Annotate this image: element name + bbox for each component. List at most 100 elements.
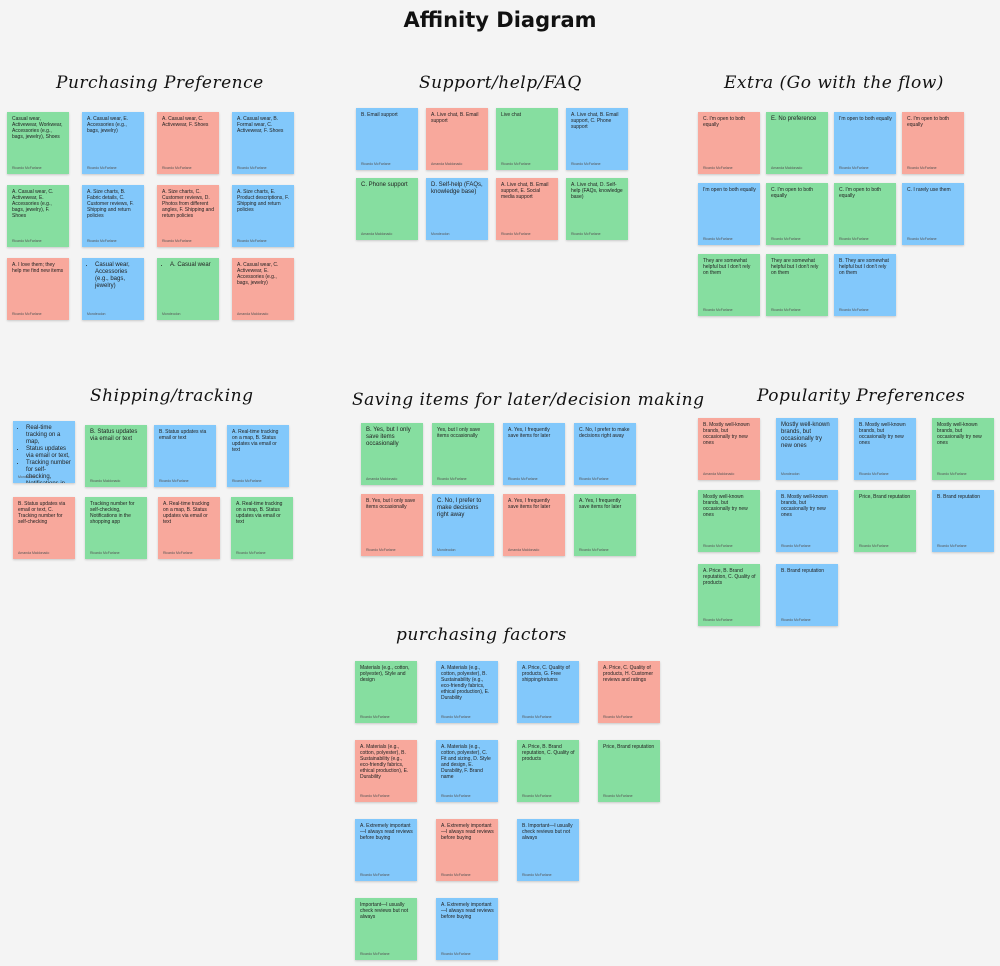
sticky-note[interactable]: A. Real-time tracking on a map, B. Statu… — [231, 497, 293, 559]
note-text: A. Live chat, D. Self-help (FAQs, knowle… — [571, 182, 623, 200]
sticky-note[interactable]: Mostly well-known brands, but occasional… — [932, 418, 994, 480]
note-text: C. I rarely use them — [907, 187, 951, 193]
sticky-note[interactable]: A. Extremely important—I always read rev… — [436, 898, 498, 960]
note-author: Amanda Maldonado — [508, 548, 540, 552]
sticky-note[interactable]: A. Real-time tracking on a map, B. Statu… — [158, 497, 220, 559]
sticky-note[interactable]: B. Yes, but I only save items occasional… — [361, 423, 423, 485]
note-author: Ricardo McFarlane — [87, 239, 117, 243]
note-text: A. Materials (e.g., cotton, polyester), … — [441, 665, 490, 701]
note-author: Ricardo McFarlane — [236, 551, 266, 555]
note-author: Ricardo McFarlane — [232, 479, 262, 483]
note-author: Mondeodon — [431, 232, 450, 236]
note-text: A. Yes, I frequently save items for late… — [508, 498, 551, 510]
note-text: A. Size charts, C. Customer reviews, D. … — [162, 189, 214, 219]
note-bullet-list: A. Casual wear — [162, 262, 215, 269]
sticky-note[interactable]: A. Size charts, E. Product descriptions,… — [232, 185, 294, 247]
sticky-note[interactable]: B. Status updates via email or text Ricar… — [154, 425, 216, 487]
sticky-note[interactable]: Live chat Ricardo McFarlane — [496, 108, 558, 170]
sticky-note[interactable]: B. Status updates via email or text, C. … — [13, 497, 75, 559]
note-author: Mondeodon — [18, 475, 37, 479]
sticky-note[interactable]: B. Brand reputation Ricardo McFarlane — [932, 490, 994, 552]
note-text: A. I love them; they help me find new it… — [12, 262, 64, 274]
sticky-note[interactable]: A. Yes, I frequently save items for late… — [503, 423, 565, 485]
sticky-note[interactable]: Casual wear, Accessories (e.g., bags, je… — [82, 258, 144, 320]
sticky-note[interactable]: A. Materials (e.g., cotton, polyester), … — [355, 740, 417, 802]
sticky-note[interactable]: They are somewhat helpful but I don't re… — [698, 254, 760, 316]
sticky-note[interactable]: Tracking number for self-checking, Notif… — [85, 497, 147, 559]
sticky-note[interactable]: A. Live chat, D. Self-help (FAQs, knowle… — [566, 178, 628, 240]
sticky-note[interactable]: Mostly well-known brands, but occasional… — [776, 418, 838, 480]
note-text: A. Live chat, B. Email support, E. Socia… — [501, 182, 549, 200]
sticky-note[interactable]: Casual wear, Activewear, Workwear, Acces… — [7, 112, 69, 174]
sticky-note[interactable]: They are somewhat helpful but I don't re… — [766, 254, 828, 316]
sticky-note[interactable]: B. Mostly well-known brands, but occasio… — [854, 418, 916, 480]
sticky-note[interactable]: B. They are somewhat helpful but I don't… — [834, 254, 896, 316]
sticky-note[interactable]: Real-time tracking on a map,Status updat… — [13, 421, 75, 483]
sticky-note[interactable]: B. Mostly well-known brands, but occasio… — [776, 490, 838, 552]
sticky-note[interactable]: A. Price, C. Quality of products, H. Cus… — [598, 661, 660, 723]
sticky-note[interactable]: A. Casual wear, E. Accessories (e.g., ba… — [82, 112, 144, 174]
sticky-note[interactable]: B. Brand reputation Ricardo McFarlane — [776, 564, 838, 626]
sticky-note[interactable]: Price, Brand reputation Ricardo McFarlane — [854, 490, 916, 552]
sticky-note[interactable]: Important—I usually check reviews but no… — [355, 898, 417, 960]
note-author: Amanda Maldonado — [431, 162, 463, 166]
sticky-note[interactable]: C. I rarely use them Ricardo McFarlane — [902, 183, 964, 245]
sticky-note[interactable]: C. I'm open to both equally Ricardo McFar… — [902, 112, 964, 174]
sticky-note[interactable]: C. No, I prefer to make decisions right … — [432, 494, 494, 556]
sticky-note[interactable]: B. Email support Ricardo McFarlane — [356, 108, 418, 170]
sticky-note[interactable]: A. Price, B. Brand reputation, C. Qualit… — [698, 564, 760, 626]
note-text: A. Extremely important—I always read rev… — [441, 902, 494, 920]
sticky-note[interactable]: A. Yes, I frequently save items for late… — [574, 494, 636, 556]
sticky-note[interactable]: C. I'm open to both equally Ricardo McFar… — [766, 183, 828, 245]
sticky-note[interactable]: B. Mostly well-known brands, but occasio… — [698, 418, 760, 480]
sticky-note[interactable]: B. Yes, but I only save items occasional… — [361, 494, 423, 556]
note-author: Ricardo McFarlane — [360, 715, 390, 719]
sticky-note[interactable]: Yes, but I only save items occasionally R… — [432, 423, 494, 485]
sticky-note[interactable]: A. Casual wear, B. Formal wear, C. Activ… — [232, 112, 294, 174]
note-text: A. Size charts, E. Product descriptions,… — [237, 189, 289, 213]
sticky-note[interactable]: Materials (e.g., cotton, polyester), Sty… — [355, 661, 417, 723]
sticky-note[interactable]: A. Casual wear, C. Activewear, E. Access… — [7, 185, 69, 247]
sticky-note[interactable]: D. Self-help (FAQs, knowledge base) Monde… — [426, 178, 488, 240]
sticky-note[interactable]: A. Casual wear, C. Activewear, E. Access… — [232, 258, 294, 320]
sticky-note[interactable]: C. I'm open to both equally Ricardo McFar… — [834, 183, 896, 245]
sticky-note[interactable]: B. Status updates via email or text Ricar… — [85, 425, 147, 487]
sticky-note[interactable]: A. Size charts, B. Fabric details, C. Cu… — [82, 185, 144, 247]
sticky-note[interactable]: A. Extremely important—I always read rev… — [436, 819, 498, 881]
note-text: A. Casual wear, E. Accessories (e.g., ba… — [87, 116, 129, 134]
sticky-note[interactable]: A. Yes, I frequently save items for late… — [503, 494, 565, 556]
sticky-note[interactable]: I'm open to both equally Ricardo McFarlan… — [698, 183, 760, 245]
note-text: A. Live chat, B. Email support — [431, 112, 479, 124]
sticky-note[interactable]: A. Casual wear, C. Activewear, F. Shoes R… — [157, 112, 219, 174]
note-author: Ricardo McFarlane — [522, 794, 552, 798]
sticky-note[interactable]: A. Extremely important—I always read rev… — [355, 819, 417, 881]
sticky-note[interactable]: B. Important—I usually check reviews but… — [517, 819, 579, 881]
sticky-note[interactable]: Mostly well-known brands, but occasional… — [698, 490, 760, 552]
sticky-note[interactable]: A. Live chat, B. Email support, E. Socia… — [496, 178, 558, 240]
sticky-note[interactable]: A. Real-time tracking on a map, B. Statu… — [227, 425, 289, 487]
note-text: I'm open to both equally — [839, 116, 892, 122]
sticky-note[interactable]: C. No, I prefer to make decisions right … — [574, 423, 636, 485]
note-author: Amanda Maldonado — [366, 477, 398, 481]
note-text: Live chat — [501, 112, 522, 118]
sticky-note[interactable]: A. I love them; they help me find new it… — [7, 258, 69, 320]
sticky-note[interactable]: A. Size charts, C. Customer reviews, D. … — [157, 185, 219, 247]
note-author: Ricardo McFarlane — [441, 715, 471, 719]
sticky-note[interactable]: A. Price, C. Quality of products, G. Fre… — [517, 661, 579, 723]
note-text: B. Email support — [361, 112, 398, 118]
sticky-note[interactable]: C. I'm open to both equally Ricardo McFar… — [698, 112, 760, 174]
note-author: Ricardo McFarlane — [603, 715, 633, 719]
note-author: Ricardo McFarlane — [501, 232, 531, 236]
sticky-note[interactable]: C. Phone support Amanda Maldonado — [356, 178, 418, 240]
sticky-note[interactable]: Price, Brand reputation Ricardo McFarlane — [598, 740, 660, 802]
sticky-note[interactable]: A. Live chat, B. Email support, C. Phone… — [566, 108, 628, 170]
sticky-note[interactable]: I'm open to both equally Ricardo McFarlan… — [834, 112, 896, 174]
sticky-note[interactable]: A. Casual wear Mondeodon — [157, 258, 219, 320]
sticky-note[interactable]: A. Materials (e.g., cotton, polyester), … — [436, 661, 498, 723]
sticky-note[interactable]: A. Live chat, B. Email support Amanda Mal… — [426, 108, 488, 170]
note-author: Ricardo McFarlane — [162, 166, 192, 170]
sticky-note[interactable]: A. Price, B. Brand reputation, C. Qualit… — [517, 740, 579, 802]
note-text: Materials (e.g., cotton, polyester), Sty… — [360, 665, 410, 683]
sticky-note[interactable]: E. No preference Amanda Maldonado — [766, 112, 828, 174]
sticky-note[interactable]: A. Materials (e.g., cotton, polyester), … — [436, 740, 498, 802]
